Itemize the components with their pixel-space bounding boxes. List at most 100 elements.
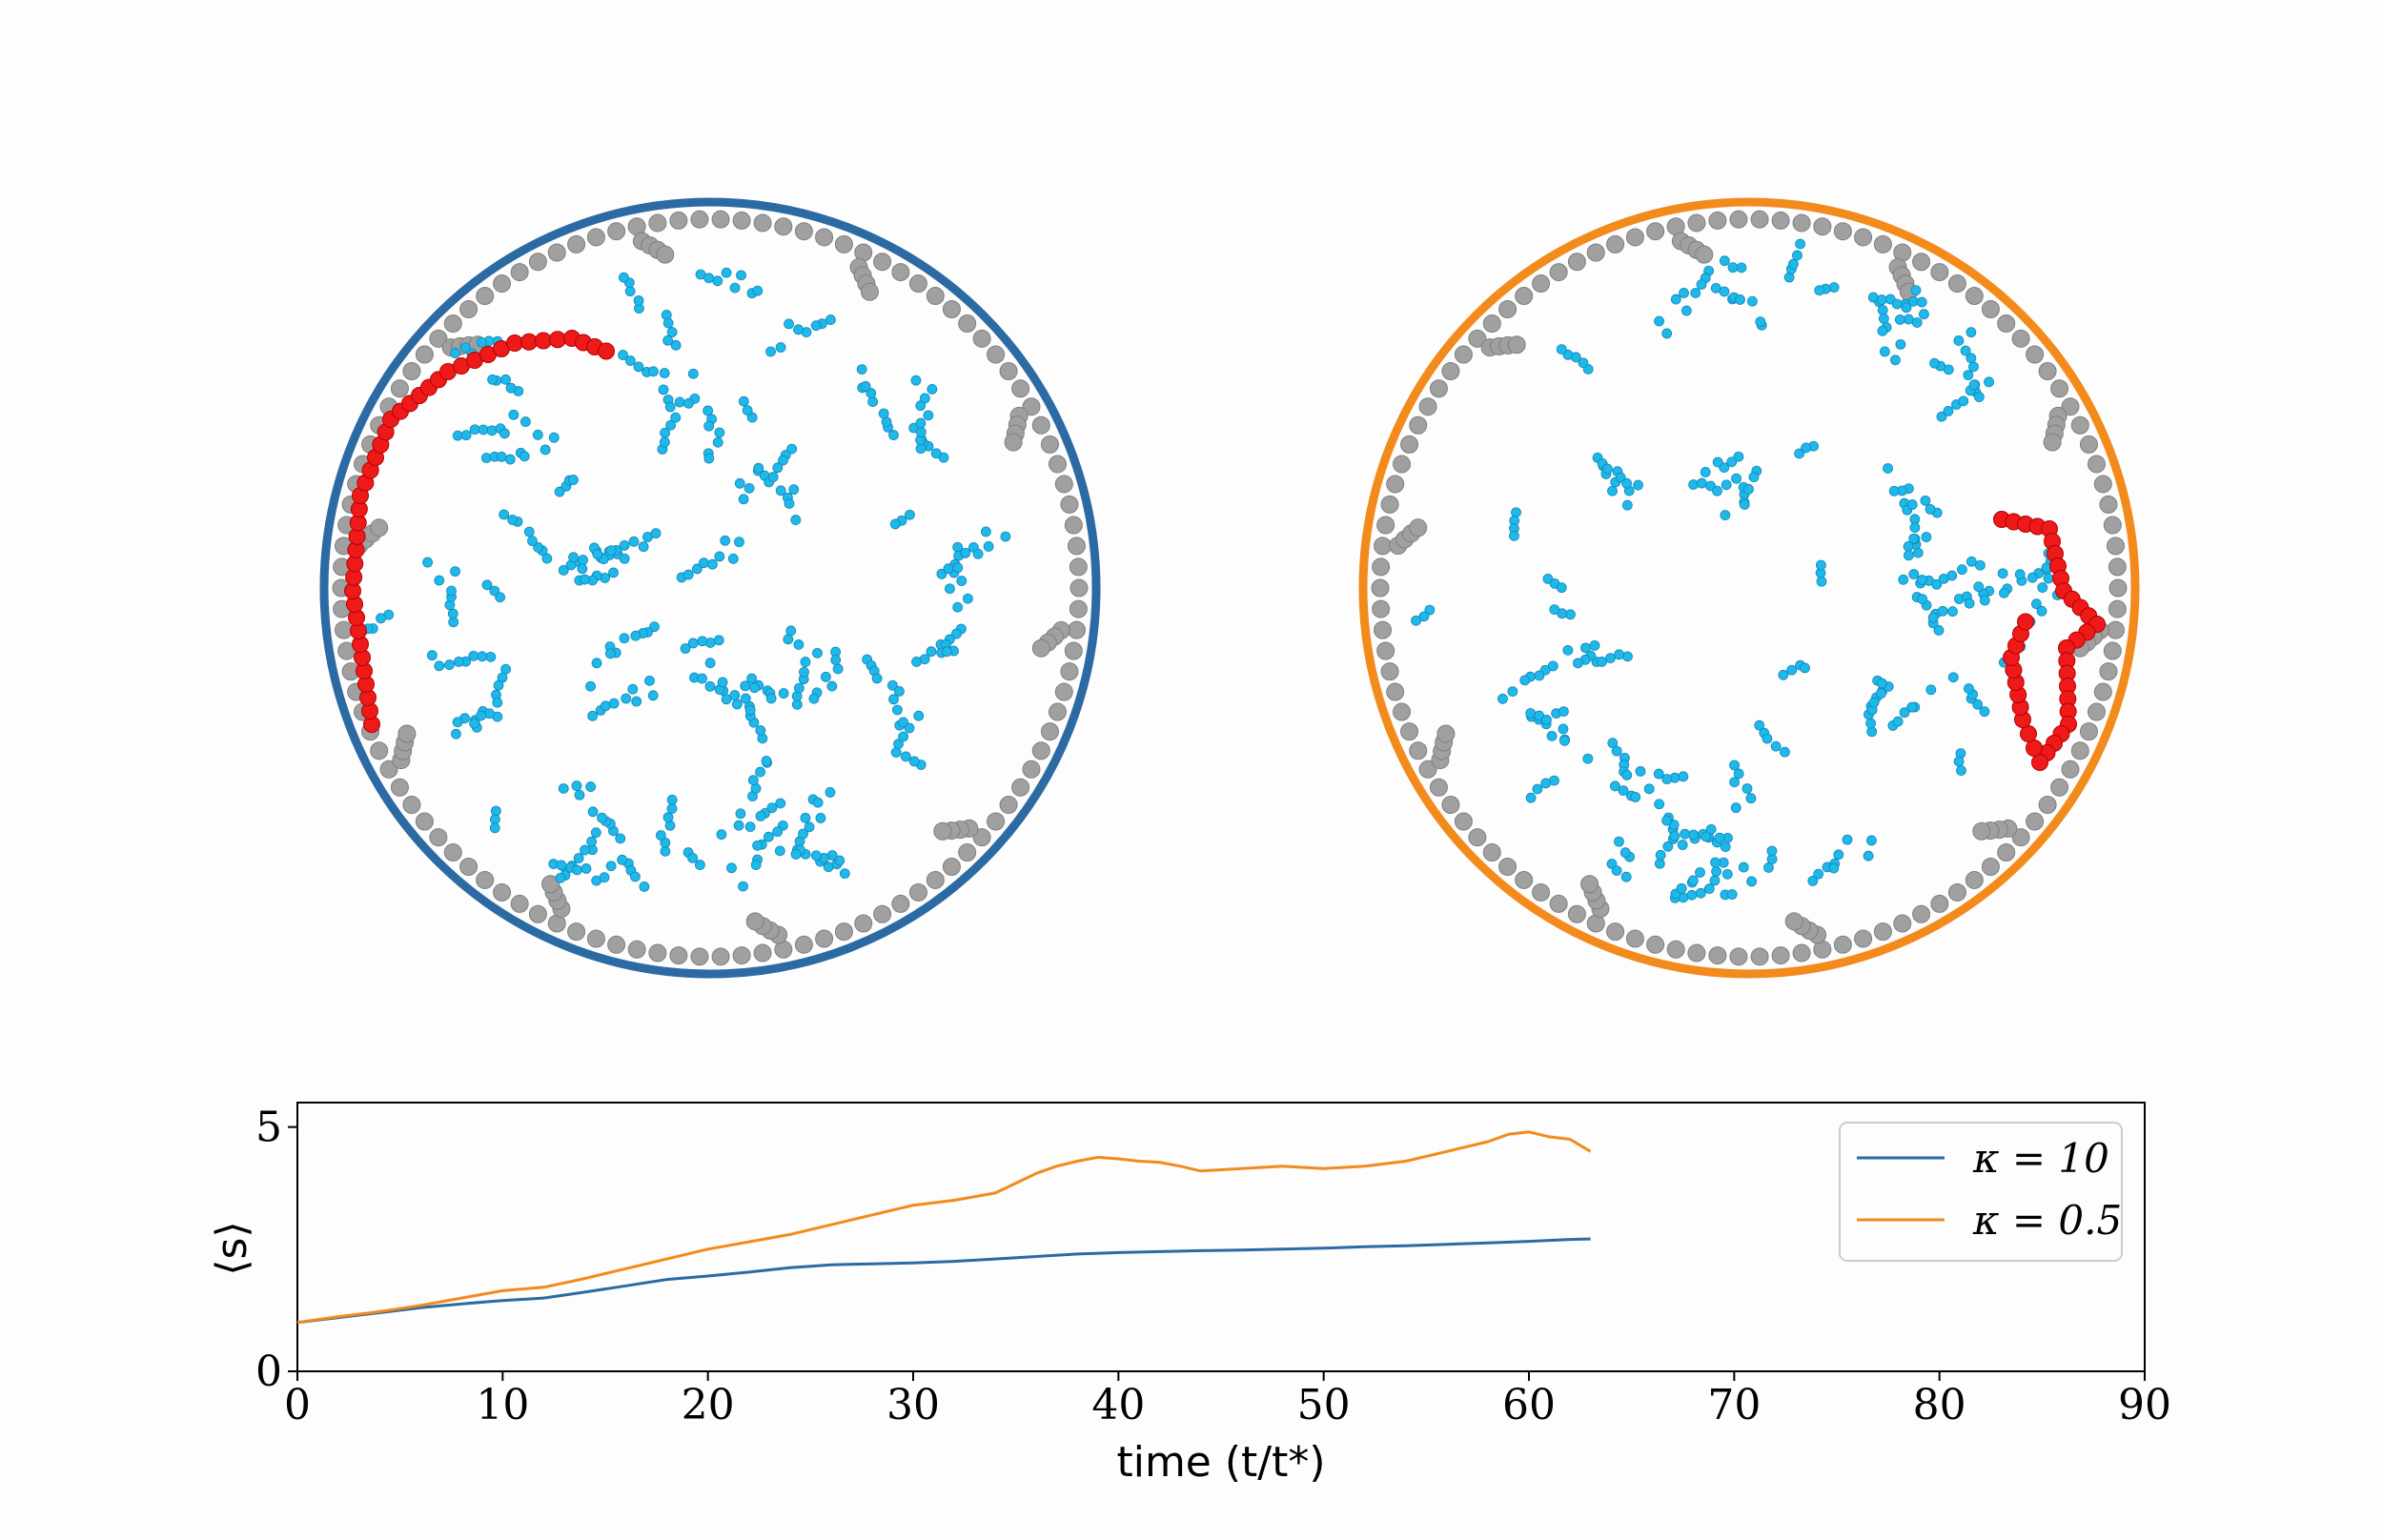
free-particle <box>533 542 544 553</box>
wall-particle <box>656 245 675 264</box>
free-particle <box>2036 605 2047 617</box>
wall-particle <box>1040 435 1059 454</box>
free-particle <box>894 685 905 697</box>
wall-particle <box>1372 599 1391 618</box>
free-particle <box>703 420 715 432</box>
free-particle <box>687 638 699 649</box>
free-particle <box>1912 547 1924 558</box>
free-particle <box>2014 569 2026 580</box>
wall-particle <box>2061 760 2080 779</box>
free-particle <box>790 515 802 525</box>
free-particle <box>1794 448 1805 459</box>
free-particle <box>1710 857 1721 868</box>
wall-particle <box>2087 455 2106 474</box>
series-line-kappa-10 <box>296 1237 1591 1325</box>
left-disk-boundary <box>319 197 1101 979</box>
free-particle <box>520 416 531 427</box>
x-tick-label: 20 <box>682 1381 735 1429</box>
free-particle <box>558 564 569 576</box>
wall-particle <box>443 314 462 333</box>
free-particle <box>726 862 737 874</box>
free-particle <box>815 813 826 823</box>
free-particle <box>1525 708 1537 719</box>
free-particle <box>910 375 922 386</box>
wall-particle <box>1666 940 1685 959</box>
wall-particle <box>834 922 853 942</box>
free-particle <box>459 342 471 354</box>
free-particle <box>664 401 676 413</box>
wall-particle <box>891 894 910 913</box>
wall-particle <box>1400 435 1419 454</box>
free-particle <box>585 680 596 692</box>
free-particle <box>744 704 756 716</box>
wall-particle <box>607 222 626 241</box>
free-particle <box>765 693 777 704</box>
x-tick-label: 10 <box>476 1381 529 1429</box>
x-tick-label: 50 <box>1297 1381 1351 1429</box>
free-particle <box>1911 317 1923 328</box>
free-particle <box>630 871 641 882</box>
free-particle <box>1898 574 1909 585</box>
free-particle <box>1607 485 1618 496</box>
wall-particle <box>1441 362 1460 381</box>
free-particle <box>1917 575 1927 585</box>
free-particle <box>734 537 744 548</box>
wall-particle <box>815 228 834 247</box>
free-particle <box>1801 442 1812 454</box>
free-particle <box>665 419 676 431</box>
free-particle <box>452 430 463 441</box>
free-particle <box>720 535 731 546</box>
x-tick-label: 30 <box>886 1381 940 1429</box>
wall-particle <box>2103 516 2122 535</box>
wall-particle <box>669 211 688 230</box>
free-particle <box>1903 540 1914 552</box>
free-particle <box>747 775 759 786</box>
free-particle <box>1901 302 1912 314</box>
free-particle <box>1614 649 1624 660</box>
free-particle <box>682 569 694 580</box>
free-particle <box>687 852 698 863</box>
wall-particle <box>1418 397 1437 416</box>
free-particle <box>1558 706 1569 717</box>
free-particle <box>712 436 723 448</box>
free-particle <box>1876 688 1886 699</box>
free-particle <box>495 592 506 603</box>
free-particle <box>2030 598 2042 610</box>
wall-particle <box>1625 929 1644 948</box>
free-particle <box>1733 451 1744 462</box>
free-particle <box>1937 605 1948 617</box>
wall-particle <box>2061 397 2080 416</box>
free-particle <box>1766 845 1778 857</box>
wall-particle <box>586 228 605 247</box>
free-particle <box>1892 716 1904 727</box>
free-particle <box>608 698 620 709</box>
wall-particle <box>732 946 751 965</box>
free-particle <box>1509 530 1519 541</box>
wall-particle <box>972 329 991 348</box>
free-particle <box>808 693 820 704</box>
wall-particle <box>476 870 495 889</box>
free-particle <box>600 700 611 712</box>
wall-particle <box>1708 211 1727 230</box>
wall-particle <box>958 843 977 862</box>
plot-frame <box>296 1102 2146 1372</box>
free-particle <box>460 430 472 441</box>
free-particle <box>1735 294 1745 305</box>
free-particle <box>1920 495 1931 506</box>
free-particle <box>618 272 629 283</box>
free-particle <box>1654 858 1665 869</box>
free-particle <box>618 350 628 360</box>
wall-particle <box>1515 287 1534 306</box>
free-particle <box>900 751 911 762</box>
y-tick-label: 0 <box>255 1348 282 1396</box>
free-particle <box>1979 595 1990 606</box>
free-particle <box>800 812 811 823</box>
wall-particle <box>908 882 927 902</box>
free-particle <box>1833 849 1844 861</box>
free-particle <box>1712 485 1722 496</box>
free-particle <box>1721 868 1733 880</box>
wall-particle <box>1429 778 1448 797</box>
free-particle <box>647 366 659 377</box>
free-particle <box>774 845 785 857</box>
y-tick-label: 5 <box>255 1104 282 1152</box>
